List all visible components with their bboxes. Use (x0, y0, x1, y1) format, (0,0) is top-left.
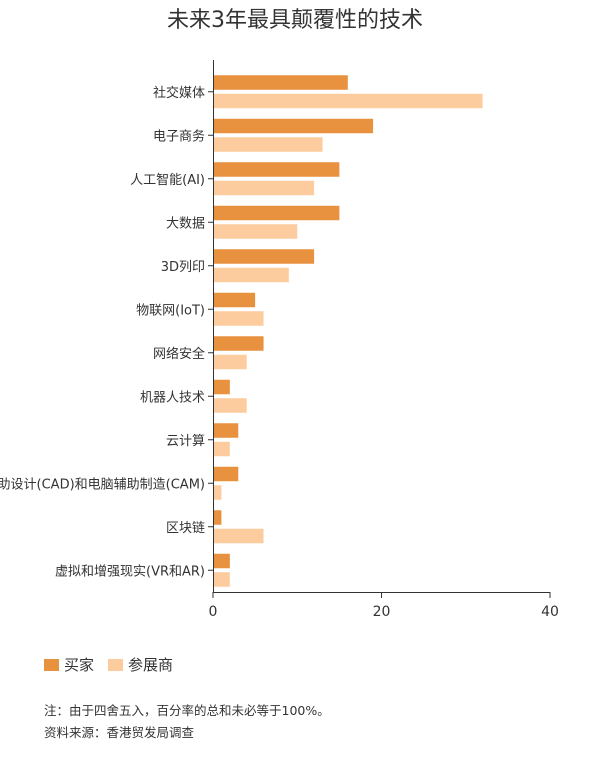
bar-buyers-1 (213, 118, 374, 134)
legend: 买家 参展商 (44, 654, 187, 675)
category-label-4: 3D列印 (161, 260, 205, 275)
category-label-2: 人工智能(AI) (130, 173, 205, 188)
category-label-7: 机器人技术 (140, 390, 205, 405)
category-label-11: 虚拟和增强现实(VR和AR) (55, 564, 205, 579)
legend-item-exhibitors: 参展商 (108, 654, 173, 675)
source-note: 资料来源：香港贸发局调查 (44, 725, 195, 740)
footnotes: 注：由于四舍五入，百分率的总和未必等于100%。 资料来源：香港贸发局调查 (44, 700, 330, 744)
chart-title: 未来3年最具颠覆性的技术 (167, 8, 423, 33)
legend-label-buyers: 买家 (64, 656, 95, 674)
x-tick-label-2: 40 (541, 604, 559, 620)
bar-exhibitors-7 (213, 398, 247, 413)
category-label-0: 社交媒体 (153, 85, 205, 101)
category-label-9: 计算机辅助设计(CAD)和电脑辅助制造(CAM) (0, 477, 205, 492)
bar-exhibitors-2 (213, 180, 315, 196)
bar-buyers-5 (213, 292, 256, 308)
bar-buyers-4 (213, 249, 315, 264)
bar-exhibitors-11 (213, 572, 230, 587)
x-tick-label-0: 0 (209, 604, 218, 620)
category-label-8: 云计算 (166, 434, 205, 449)
category-label-6: 网络安全 (153, 346, 205, 362)
bar-buyers-3 (213, 205, 340, 221)
category-label-5: 物联网(IoT) (136, 303, 205, 318)
bar-buyers-7 (213, 379, 230, 395)
bar-exhibitors-10 (213, 528, 264, 544)
bar-exhibitors-6 (213, 354, 247, 370)
bar-exhibitors-1 (213, 137, 323, 152)
bar-buyers-10 (213, 510, 222, 525)
bar-buyers-0 (213, 75, 348, 90)
bar-buyers-11 (213, 553, 230, 569)
bar-exhibitors-3 (213, 224, 298, 239)
bar-exhibitors-9 (213, 485, 222, 500)
bar-exhibitors-4 (213, 267, 289, 283)
legend-item-buyers: 买家 (44, 654, 94, 675)
bar-buyers-8 (213, 423, 239, 438)
category-label-3: 大数据 (166, 216, 205, 231)
x-tick-label-1: 20 (373, 604, 391, 620)
legend-swatch-exhibitors (108, 658, 124, 671)
legend-label-exhibitors: 参展商 (128, 656, 174, 674)
category-label-10: 区块链 (166, 521, 205, 536)
bar-buyers-2 (213, 162, 340, 177)
legend-swatch-buyers (44, 658, 59, 671)
bar-buyers-9 (213, 466, 239, 482)
bar-buyers-6 (213, 336, 264, 351)
bar-exhibitors-0 (213, 93, 483, 109)
category-label-1: 电子商务 (153, 128, 205, 144)
bar-exhibitors-5 (213, 311, 264, 326)
bar-exhibitors-8 (213, 441, 230, 457)
rounding-note: 注：由于四舍五入，百分率的总和未必等于100%。 (44, 703, 330, 718)
